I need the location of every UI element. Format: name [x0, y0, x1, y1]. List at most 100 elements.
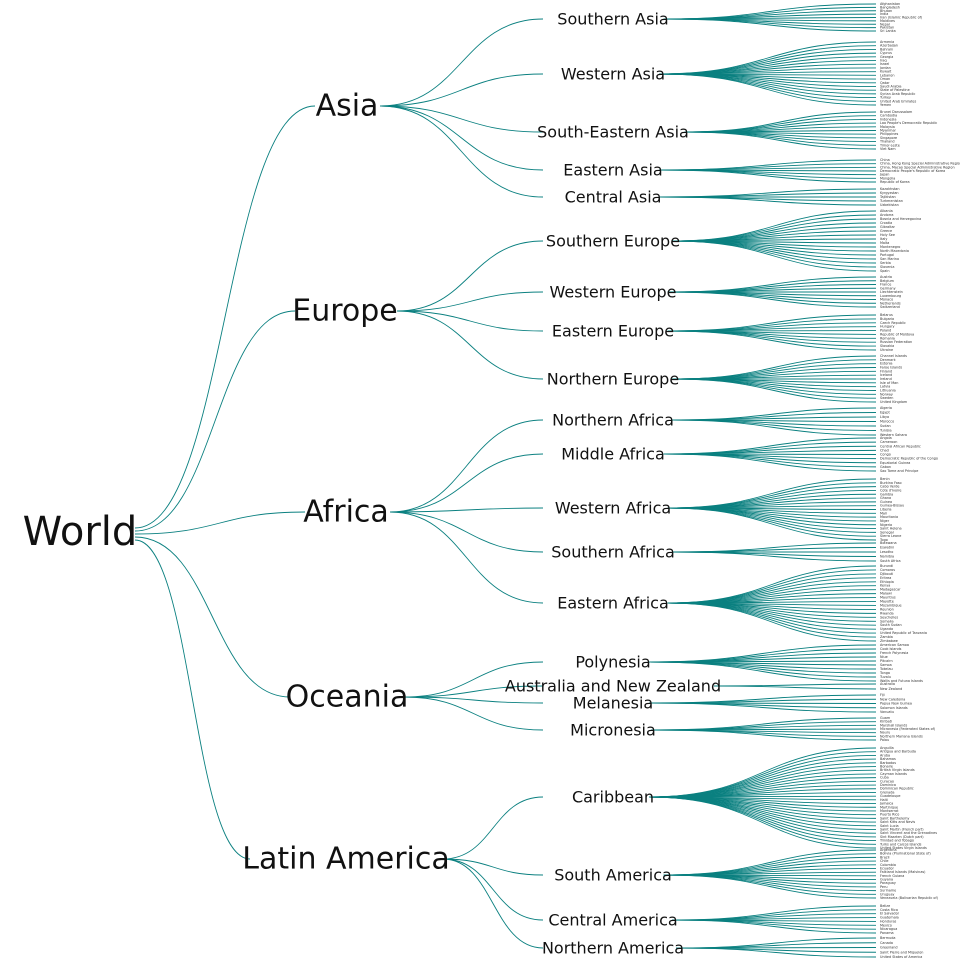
subregion-label: Middle Africa	[561, 445, 665, 464]
link-subregion-country	[659, 73, 877, 87]
country-label: Montserrat	[880, 809, 899, 813]
link-region-subregion	[442, 858, 544, 876]
link-world-oceania	[134, 536, 291, 698]
country-label: State of Palestine	[880, 88, 910, 92]
link-world-africa	[134, 511, 306, 535]
link-subregion-country	[667, 602, 877, 630]
link-subregion-country	[648, 796, 877, 823]
country-label: Togo	[879, 538, 888, 542]
country-label: Nigeria	[880, 523, 892, 527]
country-label: Portugal	[880, 253, 894, 257]
country-label: Tonga	[879, 671, 890, 675]
link-world-latin-america	[134, 539, 251, 860]
link-region-subregion	[389, 511, 544, 604]
country-label: Mauritius	[880, 596, 896, 600]
country-label: Nepal	[880, 22, 890, 26]
country-label: Israel	[880, 62, 889, 66]
country-label: Guadeloupe	[880, 794, 901, 798]
country-label: Malta	[880, 241, 889, 245]
country-label: Papua New Guinea	[880, 702, 912, 706]
country-label: Chad	[880, 448, 889, 452]
link-subregion-country	[663, 874, 877, 888]
country-label: Ireland	[880, 377, 892, 381]
link-subregion-country	[663, 874, 877, 895]
country-label: Mayotte	[880, 600, 894, 604]
country-label: Reunion	[880, 607, 894, 611]
country-label: Cayman Islands	[880, 772, 907, 776]
link-subregion-country	[648, 747, 877, 798]
country-label: Saint Pierre and Miquelon	[880, 950, 923, 954]
link-subregion-country	[659, 166, 877, 171]
country-label: Costa Rica	[880, 908, 898, 912]
country-label: Singapore	[880, 136, 897, 140]
country-label: Monaco	[880, 298, 893, 302]
link-subregion-country	[663, 437, 877, 455]
link-subregion-country	[663, 449, 877, 455]
subregion-label: Northern America	[542, 939, 684, 958]
country-label: Puerto Rico	[880, 813, 899, 817]
link-subregion-country	[713, 685, 877, 690]
link-region-subregion	[396, 240, 544, 312]
country-label: Bangladesh	[880, 5, 900, 9]
country-label: Cambodia	[880, 114, 897, 118]
country-label: Jamaica	[879, 802, 893, 806]
country-label: Egypt	[880, 411, 890, 415]
country-label: Algeria	[880, 406, 892, 410]
country-label: Northern Mariana Islands	[880, 734, 923, 738]
country-label: French Guiana	[880, 874, 904, 878]
country-label: Guam	[880, 716, 891, 720]
country-label: Thailand	[879, 140, 895, 144]
link-subregion-country	[671, 551, 877, 562]
country-label: Burundi	[880, 564, 893, 568]
region-label: Oceania	[286, 680, 409, 715]
country-label: China, Hong Kong Special Administrative …	[880, 162, 960, 166]
country-label: Indonesia	[880, 117, 896, 121]
country-label: Japan	[879, 173, 889, 177]
country-label: Guinea	[880, 500, 892, 504]
country-label: Qatar	[880, 81, 890, 85]
country-label: Turkmenistan	[879, 199, 903, 203]
link-region-subregion	[403, 696, 544, 704]
country-label: Russian Federation	[880, 340, 912, 344]
country-label: Namibia	[880, 555, 894, 559]
link-subregion-country	[671, 378, 877, 403]
country-label: Montenegro	[880, 245, 900, 249]
country-label: Zambia	[880, 635, 893, 639]
country-label: China, Macao Special Administrative Regi…	[880, 165, 955, 169]
link-subregion-country	[659, 73, 877, 95]
country-label: Lithuania	[880, 389, 896, 393]
country-label: Morocco	[880, 420, 894, 424]
country-label: France	[880, 283, 891, 287]
country-label: Turkey	[879, 96, 891, 100]
country-label: Senegal	[880, 530, 894, 534]
country-label: Eritrea	[880, 576, 891, 580]
country-label: American Samoa	[880, 643, 909, 647]
country-label: Ukraine	[880, 348, 893, 352]
country-label: Estonia	[880, 362, 892, 366]
link-subregion-country	[648, 702, 877, 713]
country-label: United States of America	[880, 955, 922, 959]
country-label: Brunei Darussalam	[880, 110, 913, 114]
country-label: Eswatini	[880, 546, 894, 550]
link-subregion-country	[663, 871, 877, 876]
country-label: Lebanon	[880, 73, 895, 77]
country-label: Myanmar	[880, 129, 897, 133]
country-label: Equatorial Guinea	[880, 461, 910, 465]
country-label: Jordan	[879, 66, 891, 70]
link-subregion-country	[676, 947, 877, 958]
country-label: Albania	[880, 209, 893, 213]
country-label: Tunisia	[879, 429, 892, 433]
country-label: Cote d'Ivoire	[880, 488, 901, 492]
subregion-label: Western Europe	[550, 283, 677, 302]
country-label: Bonaire	[880, 765, 893, 769]
link-subregion-country	[663, 860, 877, 876]
country-label: Uzbekistan	[880, 203, 899, 207]
country-label: Anguilla	[880, 746, 894, 750]
country-label: Philippines	[880, 132, 899, 136]
country-label: Georgia	[880, 55, 893, 59]
country-label: Mauritania	[880, 515, 898, 519]
link-subregion-country	[667, 589, 877, 604]
link-subregion-country	[659, 169, 877, 183]
country-label: Mongolia	[880, 176, 895, 180]
country-label: United Arab Emirates	[880, 99, 917, 103]
